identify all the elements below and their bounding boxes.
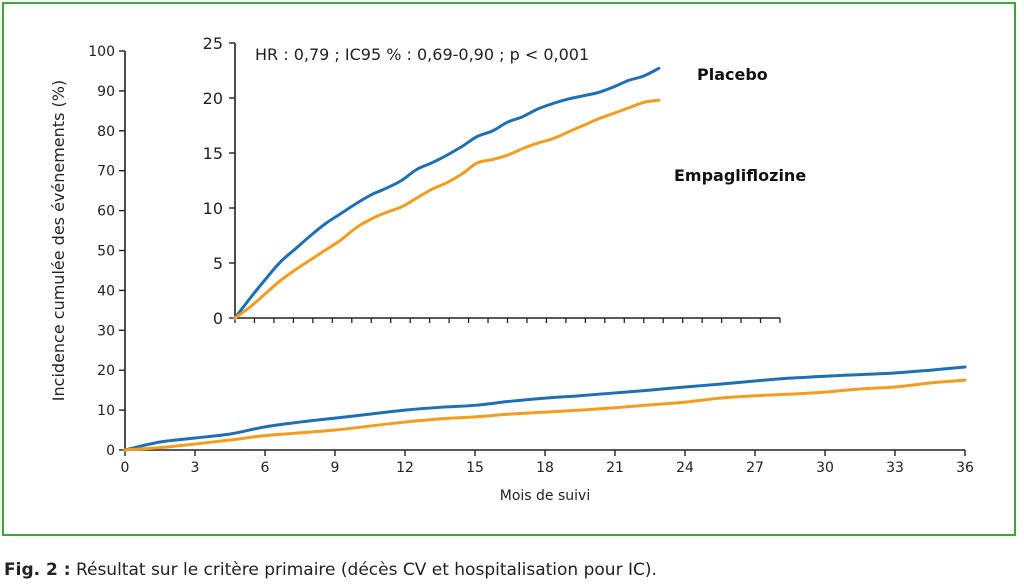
figure-frame	[2, 2, 1016, 536]
x-tick-label: 9	[331, 460, 340, 476]
x-tick-label: 15	[466, 460, 484, 476]
inset-y-tick-label: 25	[203, 34, 223, 53]
x-tick-label: 18	[536, 460, 554, 476]
y-tick-label: 20	[97, 363, 115, 379]
figure-caption: Fig. 2 : Résultat sur le critère primair…	[4, 560, 657, 580]
y-tick-label: 10	[97, 403, 115, 419]
y-tick-label: 90	[97, 84, 115, 100]
inset-y-tick-label: 20	[203, 89, 223, 108]
inset-y-tick-label: 15	[203, 144, 223, 163]
main-series-empagliflozine	[123, 378, 967, 452]
x-tick-label: 24	[676, 460, 694, 476]
caption-text: Résultat sur le critère primaire (décès …	[75, 560, 657, 580]
x-tick-label: 36	[956, 460, 974, 476]
series-label-empagliflozine: Empagliflozine	[674, 166, 806, 185]
y-axis-label: Incidence cumulée des événements (%)	[49, 80, 68, 401]
x-tick-label: 0	[121, 460, 130, 476]
caption-prefix: Fig. 2 :	[4, 560, 71, 580]
main-series-placebo	[123, 365, 967, 452]
y-tick-label: 70	[97, 164, 115, 180]
y-tick-label: 0	[106, 443, 115, 459]
y-tick-label: 40	[97, 283, 115, 299]
inset-annotation: HR : 0,79 ; IC95 % : 0,69-0,90 ; p < 0,0…	[255, 45, 589, 64]
x-tick-label: 12	[396, 460, 414, 476]
inset-series-empagliflozine	[233, 98, 661, 320]
x-tick-label: 3	[191, 460, 200, 476]
y-tick-label: 50	[97, 244, 115, 260]
inset-y-tick-label: 5	[213, 254, 223, 273]
x-tick-label: 27	[746, 460, 764, 476]
y-tick-label: 100	[88, 44, 115, 60]
x-axis-label: Mois de suivi	[500, 488, 590, 504]
series-label-placebo: Placebo	[697, 65, 768, 84]
x-tick-label: 21	[606, 460, 624, 476]
inset-y-tick-label: 10	[203, 199, 223, 218]
y-tick-label: 60	[97, 204, 115, 220]
y-tick-label: 30	[97, 323, 115, 339]
chart: 0 3 6 9 12 15 18 21 24 27 30 33 36010203040506070809…	[49, 34, 974, 504]
x-tick-label: 33	[886, 460, 904, 476]
y-tick-label: 80	[97, 124, 115, 140]
inset-y-tick-label: 0	[213, 309, 223, 328]
x-tick-label: 6	[261, 460, 270, 476]
inset-series-placebo	[233, 66, 661, 320]
x-tick-label: 30	[816, 460, 834, 476]
